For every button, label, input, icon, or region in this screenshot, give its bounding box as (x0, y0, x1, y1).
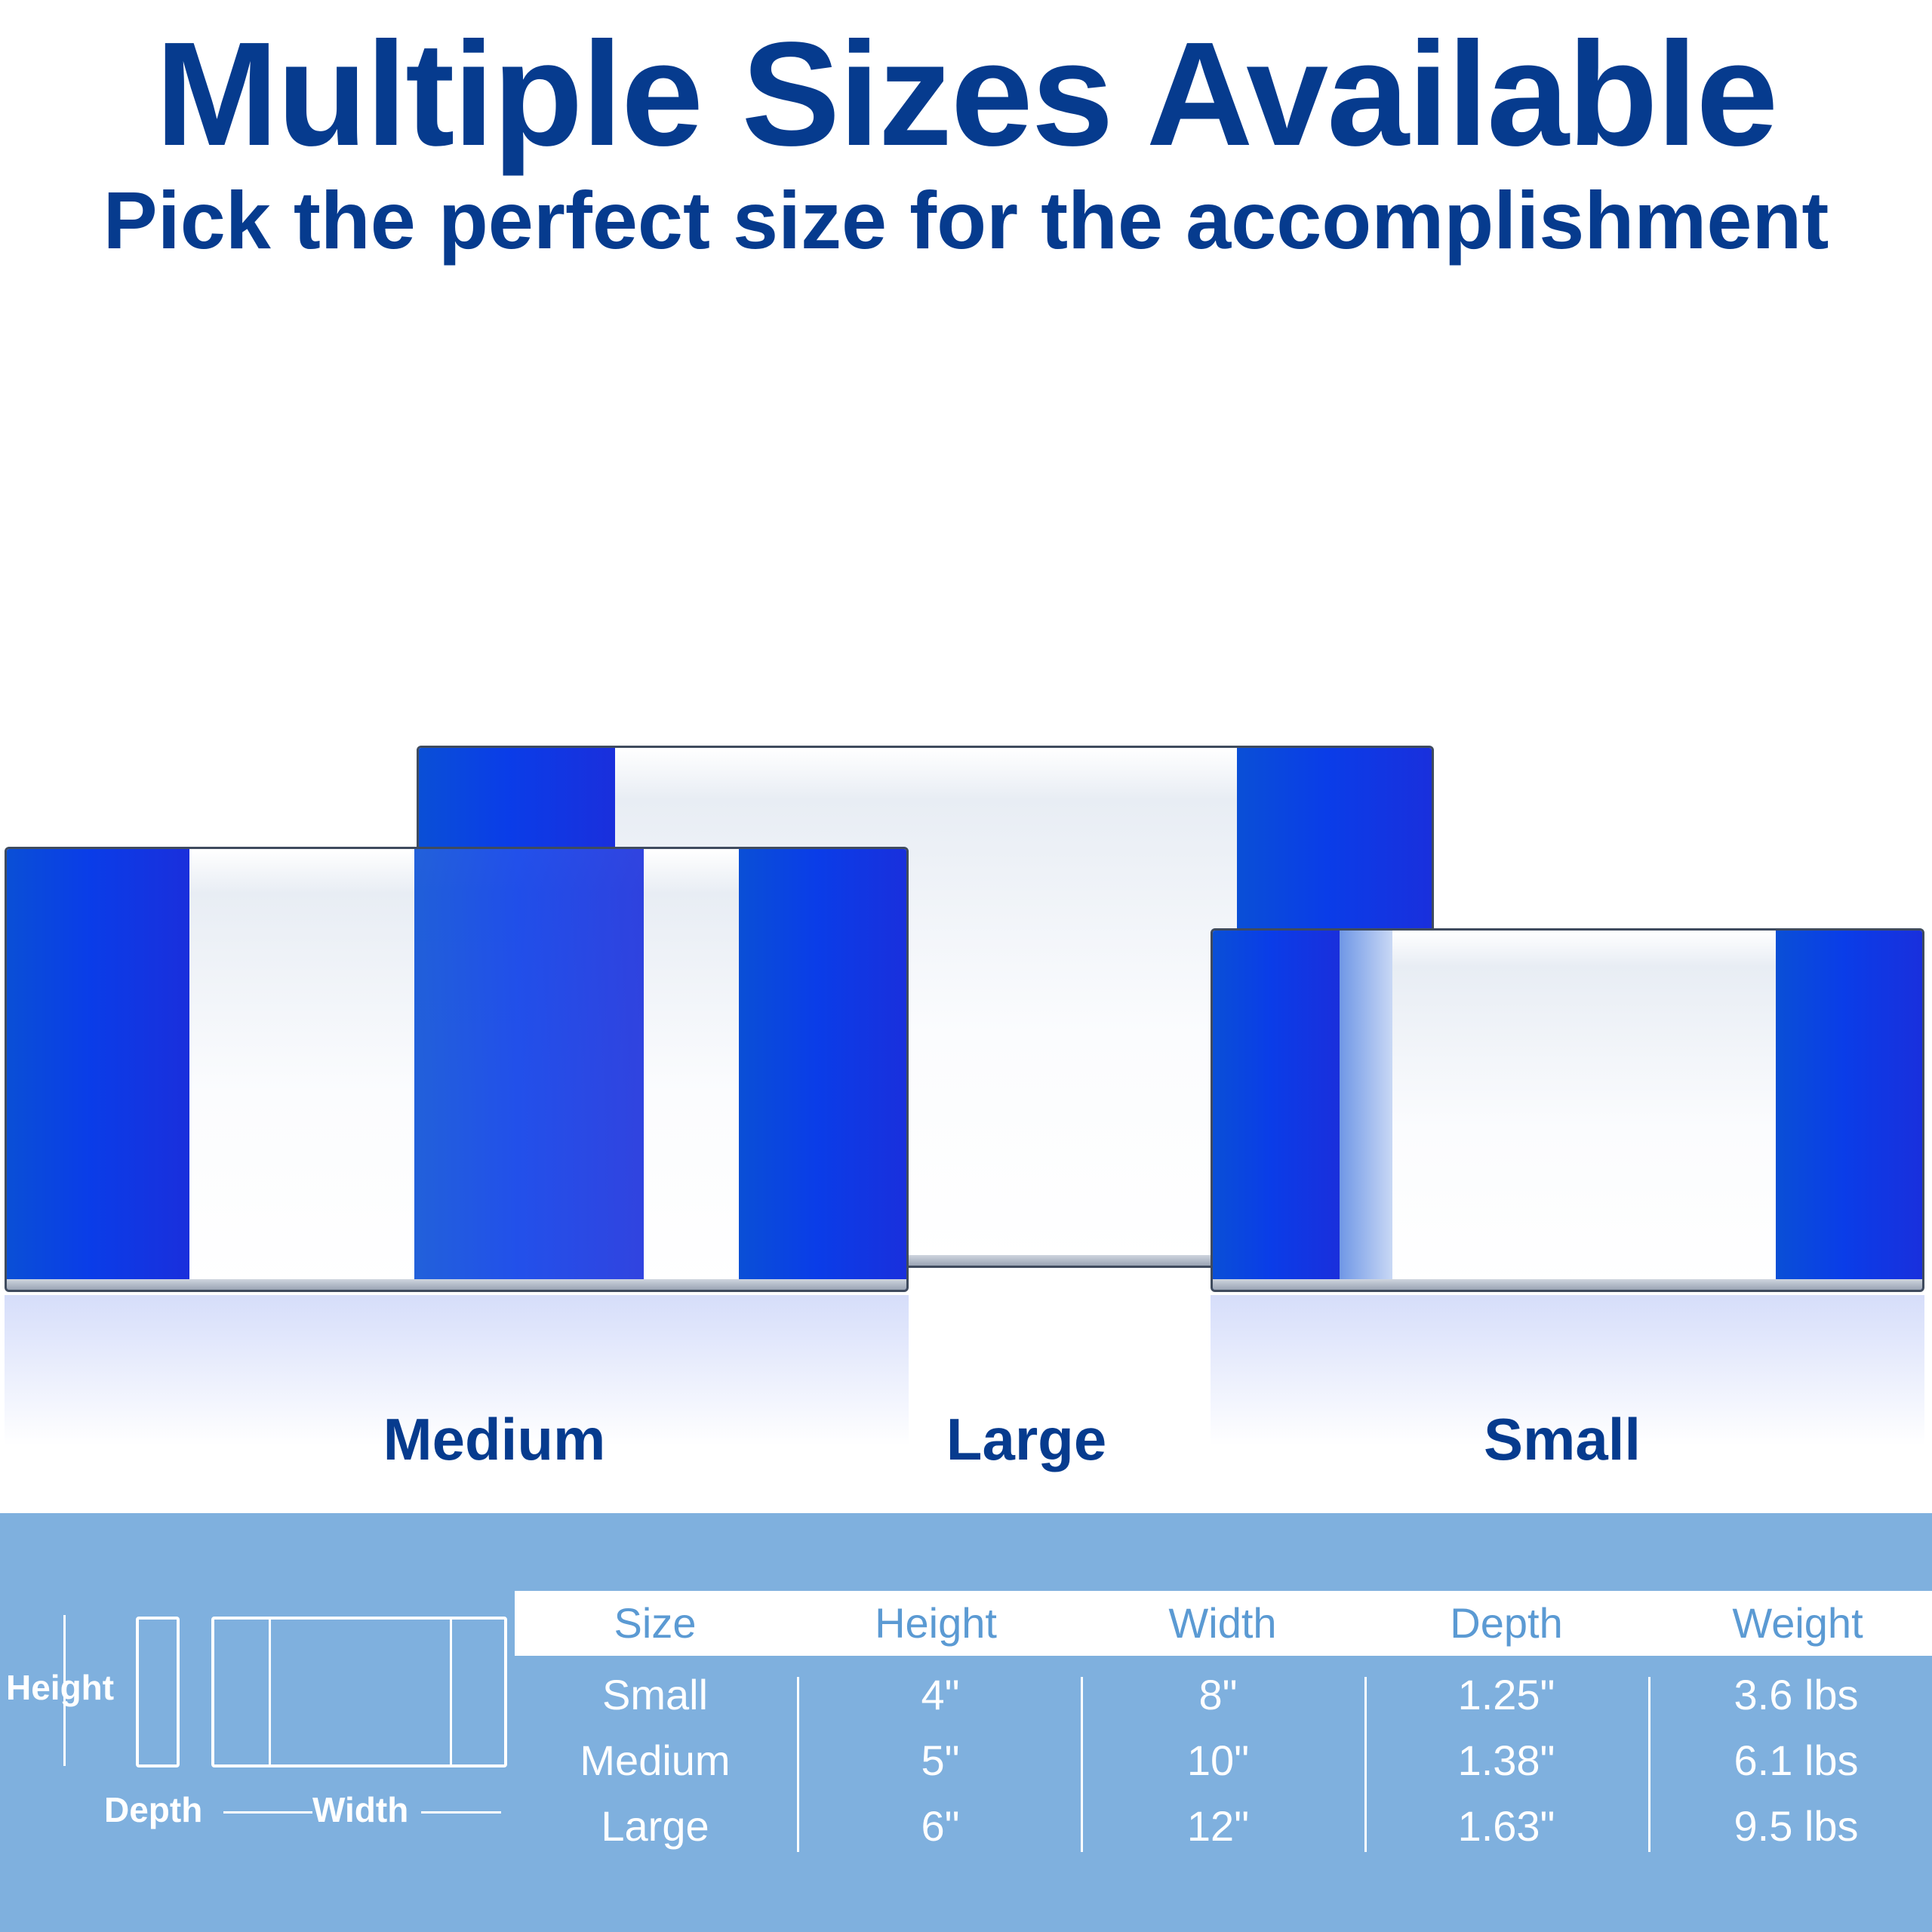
specifications-panel (0, 1513, 1932, 1932)
table-cell: 10" (1186, 1737, 1250, 1784)
height-dimension-line (63, 1615, 66, 1766)
small-left-blue-band (1213, 931, 1340, 1290)
medium-crystal-award (5, 847, 909, 1292)
medium-left-blue-band (7, 849, 189, 1290)
table-cell: 1.63" (1457, 1802, 1555, 1850)
table-cell: 9.5 lbs (1734, 1802, 1859, 1850)
spec-table-header (515, 1591, 1932, 1656)
table-cell: 1.38" (1457, 1737, 1555, 1784)
medium-base-edge (7, 1279, 906, 1290)
column-divider (1364, 1677, 1367, 1852)
table-cell: 1.25" (1457, 1671, 1555, 1718)
column-divider (1081, 1677, 1083, 1852)
small-crystal-award (1211, 928, 1924, 1292)
table-cell: 3.6 lbs (1734, 1671, 1859, 1718)
table-cell: 6" (921, 1802, 960, 1850)
small-reflection (1211, 1295, 1924, 1446)
depth-label: Depth (104, 1790, 203, 1829)
column-divider (797, 1677, 799, 1852)
height-label: Height (6, 1668, 115, 1707)
table-cell: Medium (580, 1737, 731, 1784)
small-right-blue-band (1776, 931, 1922, 1290)
table-cell: Small (601, 1671, 709, 1718)
table-cell: 12" (1186, 1802, 1250, 1850)
column-header-height: Height (875, 1599, 997, 1647)
column-header-depth: Depth (1450, 1599, 1563, 1647)
table-cell: Large (601, 1802, 709, 1850)
column-header-width: Width (1168, 1599, 1277, 1647)
column-header-weight: Weight (1732, 1599, 1863, 1647)
page-title: Multiple Sizes Available (155, 11, 1779, 177)
medium-middle-blue-band (414, 849, 644, 1290)
table-cell: 6.1 lbs (1734, 1737, 1859, 1784)
table-cell: 5" (921, 1737, 960, 1784)
front-right-band-line (450, 1620, 452, 1764)
small-label: Small (1483, 1406, 1641, 1472)
width-dimension-line-right (421, 1811, 501, 1814)
medium-reflection (5, 1295, 909, 1446)
column-header-size: Size (614, 1599, 697, 1647)
table-cell: 8" (1198, 1671, 1238, 1718)
side-profile-outline (136, 1617, 180, 1767)
front-left-band-line (269, 1620, 271, 1764)
page-subtitle: Pick the perfect size for the accomplish… (103, 174, 1829, 266)
width-dimension-line-left (223, 1811, 312, 1814)
small-side-face (1340, 931, 1392, 1290)
front-profile-outline (211, 1617, 507, 1767)
medium-label: Medium (383, 1406, 606, 1472)
medium-right-blue-band (739, 849, 906, 1290)
width-label: Width (312, 1790, 409, 1829)
large-label: Large (946, 1406, 1107, 1472)
column-divider (1648, 1677, 1651, 1852)
table-cell: 4" (921, 1671, 960, 1718)
small-base-edge (1213, 1279, 1922, 1290)
